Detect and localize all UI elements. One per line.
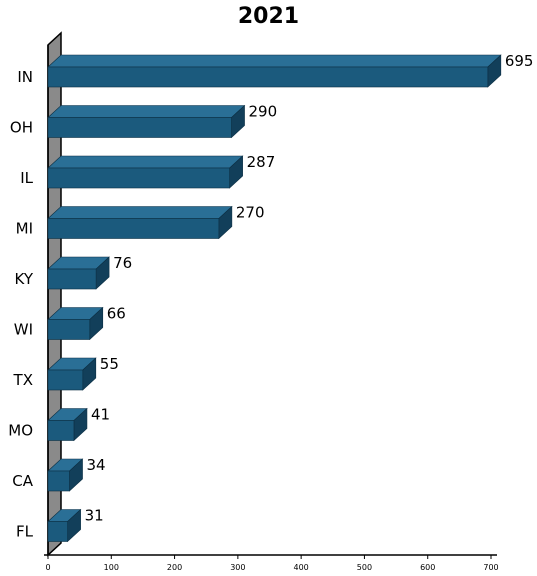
x-tick-label: 600 (420, 563, 435, 572)
x-tick-label: 500 (357, 563, 372, 572)
category-label: OH (10, 119, 33, 137)
category-labels: IN OH IL MI KY WI TX MO CA FL (8, 68, 34, 541)
bar-front-face (47, 117, 232, 138)
bar-front-face (47, 319, 91, 340)
value-label: 34 (87, 456, 106, 474)
bar-front-face (47, 521, 68, 542)
value-label: 290 (249, 103, 278, 121)
category-label: MI (16, 220, 33, 238)
bar-top-face (47, 54, 502, 68)
value-label: 695 (505, 52, 534, 70)
x-tick-label: 400 (294, 563, 309, 572)
x-tick-label: 100 (104, 563, 119, 572)
category-label: IL (20, 169, 33, 187)
value-label: 31 (85, 507, 104, 525)
category-label: MO (8, 422, 33, 440)
value-label: 287 (247, 153, 276, 171)
value-labels: 695 290 287 270 76 66 55 41 34 31 (85, 52, 534, 525)
value-label: 41 (91, 406, 110, 424)
bar (47, 155, 244, 189)
value-label: 66 (107, 305, 126, 323)
x-tick-label: 700 (483, 563, 498, 572)
bar-front-face (47, 420, 75, 441)
value-label: 76 (113, 254, 132, 272)
bar (47, 508, 82, 543)
value-label: 55 (100, 355, 119, 373)
bar (47, 458, 84, 492)
category-label: IN (17, 68, 33, 86)
bars-group (47, 54, 502, 543)
category-label: CA (12, 472, 33, 490)
bar (47, 306, 104, 341)
bar-front-face (47, 470, 70, 492)
bar (47, 407, 88, 442)
value-label: 270 (236, 204, 265, 222)
category-label: WI (14, 321, 33, 339)
bar (47, 54, 502, 88)
category-label: FL (16, 523, 34, 541)
category-label: KY (15, 270, 34, 288)
x-tick-label: 300 (230, 563, 245, 572)
bar-front-face (47, 167, 230, 189)
bar (47, 256, 110, 290)
bar (47, 357, 97, 391)
bar-front-face (47, 268, 97, 290)
bar-front-face (47, 66, 489, 88)
bar-front-face (47, 369, 84, 391)
chart-title: 2021 (237, 4, 300, 29)
bar (47, 104, 246, 139)
x-tick-label: 200 (167, 563, 182, 572)
x-axis-ticks: 0 100 200 300 400 500 600 700 (45, 555, 499, 572)
category-label: TX (13, 371, 33, 389)
bar (47, 205, 233, 240)
bar-front-face (47, 218, 220, 239)
bar-top-face (47, 155, 244, 169)
x-tick-label: 0 (45, 563, 50, 572)
bar-top-face (47, 105, 246, 118)
bar-top-face (47, 206, 233, 219)
